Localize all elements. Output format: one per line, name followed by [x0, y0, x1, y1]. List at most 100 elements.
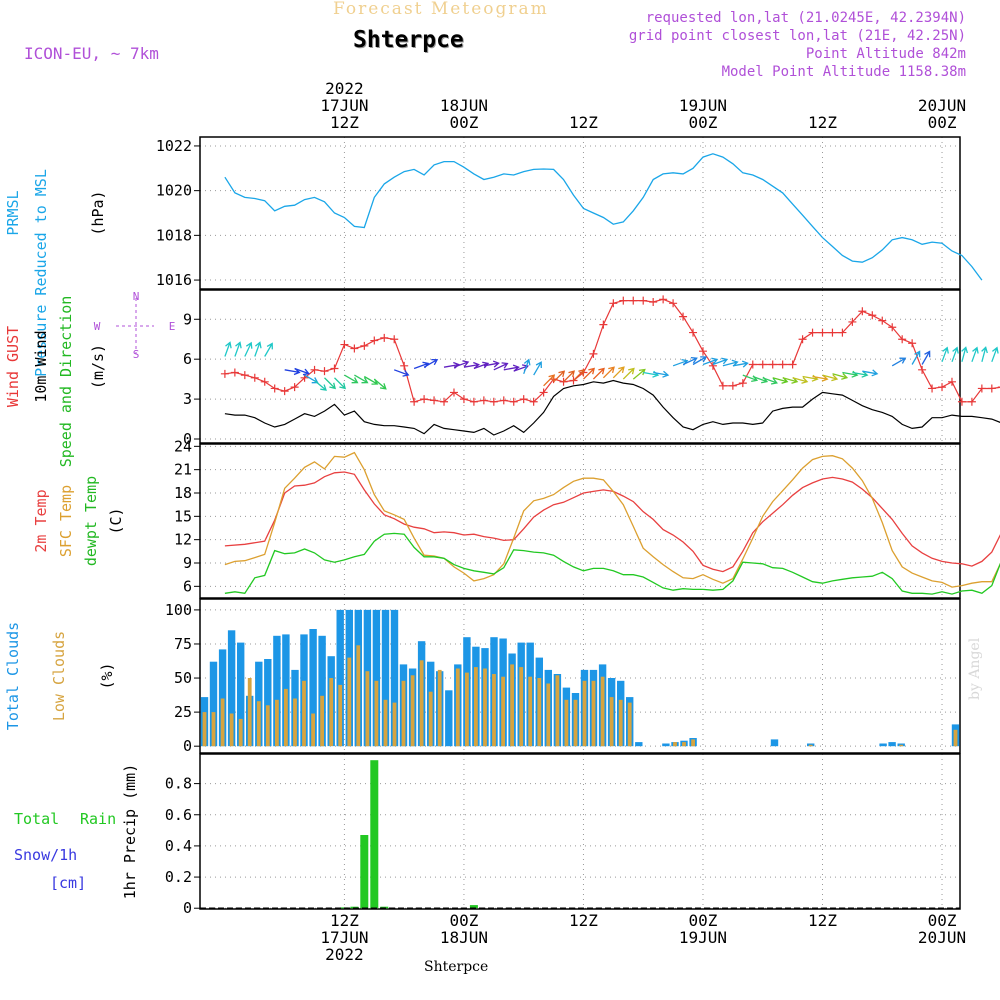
wind-arrow: [941, 346, 949, 363]
bottom-time-label: 2022: [325, 945, 364, 964]
wind-arrow: [722, 359, 739, 367]
low-cloud-bar: [474, 667, 478, 747]
total-cloud-bar: [888, 742, 896, 747]
low-cloud-bar: [555, 675, 560, 747]
low-cloud-bar: [256, 701, 261, 747]
total-cloud-bar: [209, 661, 218, 747]
top-time-label: 17JUN: [320, 96, 368, 115]
gust-point: [250, 373, 259, 382]
low-cloud-bar: [265, 705, 270, 747]
gust-point: [967, 397, 976, 406]
clouds-frame: [199, 598, 961, 754]
gust-point: [320, 367, 329, 376]
model-label: ICON-EU, ~ 7km: [24, 44, 159, 63]
gust-point: [878, 316, 887, 325]
pressure-ytick-label: 1016: [156, 271, 192, 289]
wind-arrow: [643, 370, 660, 378]
gust-point: [380, 333, 389, 342]
low-cloud-bar: [428, 691, 433, 747]
wind-arrow: [324, 377, 336, 390]
low-cloud-bar: [492, 674, 496, 747]
snow-label: Snow/1h: [14, 846, 77, 864]
wind-arrow: [523, 358, 531, 375]
low-cloud-bar: [618, 699, 623, 747]
wind-arrow: [483, 360, 500, 368]
low-cloud-bar: [247, 678, 252, 747]
wind-arrow: [373, 378, 387, 390]
low-cloud-bar: [591, 680, 596, 747]
gust-point: [539, 388, 548, 397]
gust-point: [440, 397, 449, 406]
low-cloud-bar: [519, 667, 524, 747]
gust-point: [509, 397, 518, 406]
pressure-ytick-label: 1018: [156, 226, 192, 244]
wind-arrow: [224, 341, 232, 357]
location-title: Shterpce: [353, 27, 464, 53]
temp-ytick-label: 21: [174, 461, 192, 479]
wind-arrow: [503, 364, 520, 372]
low-cloud-bar: [455, 668, 460, 747]
wind-arrow: [453, 360, 470, 368]
gust-point: [310, 365, 319, 374]
wind-panel: 0 3 6 9 Wind GUST 10m Wind Speed and Direction…: [4, 289, 1000, 467]
clouds-ytick-label: 0: [183, 737, 192, 755]
gust-point: [828, 328, 837, 337]
total-cloud-bar: [237, 642, 245, 747]
low-cloud-bar: [627, 702, 632, 747]
wind-arrow: [264, 342, 273, 357]
top-time-label: 2022: [325, 79, 364, 98]
wind-arrow: [284, 368, 301, 376]
low-cloud-bar: [899, 744, 904, 747]
wind-arrow: [911, 350, 921, 365]
footer-location: Shterpce: [424, 959, 489, 975]
gust-point: [868, 311, 877, 320]
wind-ytick-label: 0: [183, 430, 192, 448]
gust-point: [728, 381, 737, 390]
gust-point: [529, 397, 538, 406]
gust-point: [410, 397, 419, 406]
total-cloud-bar: [770, 739, 779, 747]
precip-ytick-label: 0.8: [165, 775, 192, 793]
low-cloud-bar: [501, 676, 505, 747]
precip-ytick-label: 0.2: [165, 868, 192, 886]
temp-panel: 6 9 12 15 18 21 24 2m Temp SFC Temp dewpt Temp (C): [32, 437, 1000, 599]
total-cloud-bar: [390, 609, 399, 747]
snow-unit-label: [cm]: [50, 874, 86, 892]
low-cloud-bar: [293, 698, 297, 747]
gust-point: [430, 396, 439, 405]
low-cloud-bar: [220, 698, 225, 747]
temp-ylabel: (C): [107, 507, 125, 534]
pressure-line: [224, 153, 983, 281]
wind-arrow: [622, 367, 635, 380]
wind-ytick-label: 3: [183, 390, 192, 408]
wind-arrow: [632, 368, 646, 380]
top-time-label: 00Z: [449, 113, 478, 132]
low-cloud-bar: [401, 680, 406, 747]
low-cloud-bar: [483, 668, 487, 747]
gust-point: [220, 369, 229, 378]
gust-point: [469, 397, 478, 406]
cloud-ylabel: (%): [98, 662, 116, 689]
total-cloud-bar: [218, 649, 227, 747]
wind-arrow: [423, 358, 439, 368]
gust-point: [360, 341, 369, 350]
rain-bar: [469, 905, 478, 909]
rain-bar: [370, 760, 379, 909]
clouds-ytick-label: 25: [174, 703, 192, 721]
clouds-ytick-label: 75: [174, 635, 192, 653]
temp-ytick-label: 15: [174, 507, 192, 525]
pressure-ytick-label: 1020: [156, 182, 192, 200]
gust-point: [718, 381, 727, 390]
precip-ytick-label: 0: [183, 899, 192, 917]
low-cloud-bar: [410, 675, 415, 747]
wind-arrow: [951, 346, 959, 363]
gust-point: [400, 361, 409, 370]
precip-frame: [199, 753, 961, 910]
gust-point: [997, 386, 1000, 388]
point-altitude: Point Altitude 842m: [805, 46, 966, 62]
low-cloud-bar: [528, 676, 533, 747]
bottom-time-label: 00Z: [449, 911, 478, 930]
total-cloud-bar: [273, 635, 281, 747]
